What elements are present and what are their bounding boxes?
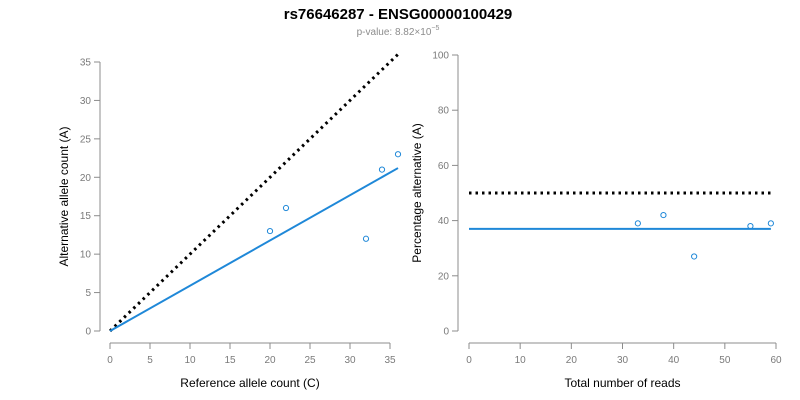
allele-count-panel: 0 5 10 15 20 25 30 35 0 5 10 15 20 25 30 35 Reference al… bbox=[57, 53, 402, 390]
y-tick-label: 5 bbox=[85, 288, 91, 299]
y-tick-label: 35 bbox=[80, 58, 92, 69]
x-tick-label: 60 bbox=[770, 355, 782, 366]
x-tick-label: 10 bbox=[515, 355, 527, 366]
data-point bbox=[394, 151, 402, 158]
data-point bbox=[282, 204, 290, 212]
x-axis-label: Reference allele count (C) bbox=[180, 376, 319, 390]
y-tick-label: 15 bbox=[80, 211, 92, 222]
percentage-alternative-panel: 0 20 40 60 80 100 0 10 20 30 40 50 60 Total number of… bbox=[410, 51, 782, 391]
figure-title: rs76646287 - ENSG00000100429 bbox=[284, 6, 513, 23]
y-tick-label: 0 bbox=[85, 327, 91, 338]
x-tick-label: 30 bbox=[344, 355, 356, 366]
x-tick-label: 50 bbox=[719, 355, 731, 366]
y-tick-label: 40 bbox=[438, 216, 450, 227]
data-point bbox=[378, 166, 386, 173]
data-point bbox=[660, 211, 667, 219]
x-tick-label: 0 bbox=[107, 355, 113, 366]
x-tick-label: 20 bbox=[264, 355, 276, 366]
figure-subtitle: p-value: 8.82×10−5 bbox=[357, 25, 440, 38]
y-tick-label: 20 bbox=[80, 173, 92, 184]
x-tick-label: 35 bbox=[384, 355, 396, 366]
data-point bbox=[362, 235, 370, 242]
data-point bbox=[266, 227, 274, 235]
y-tick-label: 25 bbox=[80, 134, 92, 145]
x-tick-label: 25 bbox=[304, 355, 316, 366]
data-point bbox=[747, 223, 754, 230]
data-point bbox=[634, 220, 641, 227]
y-tick-label: 30 bbox=[80, 96, 92, 107]
y-tick-label: 10 bbox=[80, 250, 92, 261]
y-tick-label: 80 bbox=[438, 106, 450, 117]
y-axis-label: Percentage alternative (A) bbox=[410, 123, 424, 262]
x-tick-label: 20 bbox=[566, 355, 578, 366]
pvalue-base: p-value: 8.82×10 bbox=[357, 27, 432, 38]
y-tick-label: 60 bbox=[438, 161, 450, 172]
pvalue-exponent: −5 bbox=[431, 25, 439, 32]
fit-line bbox=[109, 167, 399, 332]
x-tick-label: 0 bbox=[466, 355, 472, 366]
x-tick-label: 15 bbox=[224, 355, 236, 366]
x-tick-label: 5 bbox=[147, 355, 153, 366]
y-axis-label: Alternative allele count (A) bbox=[57, 126, 71, 266]
data-point bbox=[691, 253, 698, 260]
y-tick-label: 20 bbox=[438, 271, 450, 282]
reference-line bbox=[108, 53, 400, 333]
y-tick-label: 0 bbox=[443, 327, 449, 338]
data-point bbox=[767, 220, 774, 227]
x-axis-label: Total number of reads bbox=[564, 376, 680, 390]
x-tick-label: 10 bbox=[184, 355, 196, 366]
x-tick-label: 30 bbox=[617, 355, 629, 366]
x-tick-label: 40 bbox=[668, 355, 680, 366]
y-tick-label: 100 bbox=[432, 51, 449, 62]
